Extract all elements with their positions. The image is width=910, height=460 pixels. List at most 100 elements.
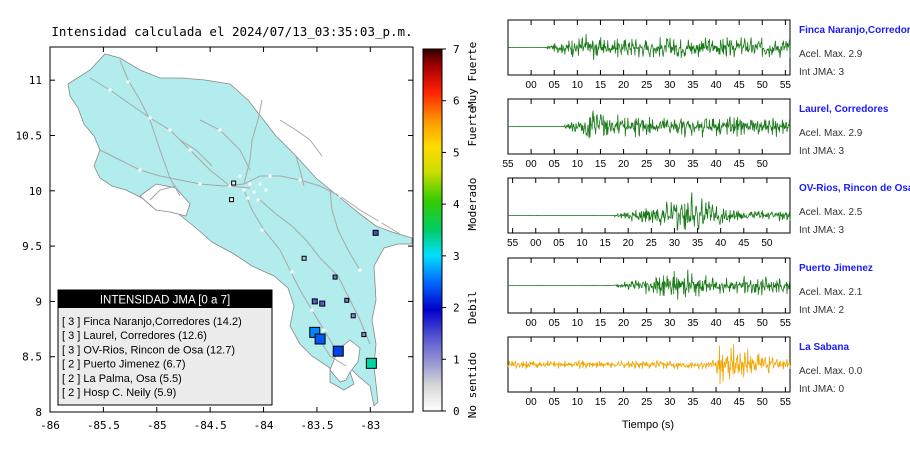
colorbar-tick-label: 7	[453, 43, 460, 56]
seismogram-tick-label: 40	[710, 318, 722, 329]
seismogram-tick-label: 05	[549, 80, 561, 91]
map-longitude-axis: -86 -85.5 -85 -84.5 -84 -83.5 -83	[40, 47, 380, 432]
town-marker	[198, 182, 202, 186]
station-jma-intensity: Int JMA: 3	[799, 146, 844, 157]
station-marker	[361, 332, 367, 338]
costa-rica-landmass	[67, 53, 413, 407]
road-line	[279, 119, 323, 157]
station-peak-acceleration: Acel. Max. 2.5	[799, 207, 863, 218]
seismogram-tick-label: 50	[757, 159, 769, 170]
map-ytick-label: 10	[29, 185, 42, 198]
colorbar-ticks: 0 1 2 3 4 5 6 7	[442, 43, 460, 418]
station-marker	[311, 298, 318, 305]
station-peak-acceleration: Acel. Max. 2.1	[799, 287, 863, 298]
legend-entry: [ 3 ] OV-Rios, Rincon de Osa (12.7)	[62, 344, 235, 356]
town-marker	[218, 128, 222, 132]
station-marker	[314, 333, 326, 345]
town-markers	[108, 80, 382, 332]
map-xtick-label: -83	[360, 419, 380, 432]
map-xtick-label: -85	[147, 419, 167, 432]
figure-title: Intensidad calculada el 2024/07/13_03:35…	[51, 24, 412, 39]
seismogram-tick-label: 20	[618, 80, 630, 91]
town-marker	[188, 148, 192, 152]
legend-entry: [ 3 ] Finca Naranjo,Corredores (14.2)	[62, 316, 242, 328]
seismogram-tick-label: 30	[664, 397, 676, 408]
town-marker	[252, 190, 256, 194]
seismogram-tick-label: 20	[618, 159, 630, 170]
seismogram-tick-label: 35	[687, 80, 699, 91]
seismogram-tick-label: 45	[738, 238, 750, 249]
town-marker	[108, 88, 112, 92]
station-jma-intensity: Int JMA: 3	[799, 67, 844, 78]
seismogram-tick-label: 25	[641, 159, 653, 170]
seismogram-tick-label: 40	[710, 80, 722, 91]
seismogram-tick-label: 05	[549, 159, 561, 170]
seismogram-frame	[507, 177, 791, 234]
station-marker	[372, 229, 379, 236]
map-xtick-label: -85.5	[87, 419, 120, 432]
map-ytick-label: 8	[35, 406, 42, 419]
seismogram-tick-label: 45	[734, 318, 746, 329]
legend-entry: [ 2 ] Hosp C. Neily (5.9)	[62, 387, 176, 399]
map-xtick-label: -83.5	[300, 419, 333, 432]
station-jma-intensity: Int JMA: 3	[799, 225, 844, 236]
road-line	[243, 175, 401, 235]
seismogram-tick-label: 15	[595, 397, 607, 408]
seismogram-tick-label: 05	[549, 318, 561, 329]
town-marker	[268, 174, 272, 178]
colorbar-level-label: Muy Fuerte	[466, 42, 479, 108]
town-marker	[290, 270, 294, 274]
seismogram-tick-label: 40	[710, 159, 722, 170]
station-intensity-markers	[229, 180, 379, 369]
map-ytick-label: 9.5	[22, 240, 42, 253]
seismogram-panel: 00 05 10 15 20 25 30 35 40 45 50 55 Puerto Jimenez Ac…	[507, 257, 873, 329]
seismogram-tick-label: 50	[757, 80, 769, 91]
seismogram-tick-label: 35	[687, 159, 699, 170]
seismogram-panels: 00 05 10 15 20 25 30 35 40 45 50 55 Finca Naranjo,Co…	[502, 19, 910, 408]
town-marker	[228, 184, 232, 188]
seismogram-tick-label: 45	[734, 397, 746, 408]
seismogram-tick-label: 55	[780, 80, 792, 91]
map-latitude-axis: 8 8.5 9 9.5 10 10.5 11	[16, 74, 413, 419]
seismogram-tick-label: 20	[618, 318, 630, 329]
colorbar-level-label: Fuerte	[466, 107, 479, 147]
map-xtick-label: -84	[254, 419, 274, 432]
seismogram-trace	[507, 110, 791, 139]
seismogram-tick-label: 15	[595, 159, 607, 170]
seismogram-panel: 55 00 05 10 15 20 25 30 35 40 45 50 OV-Rios, Rincon …	[507, 177, 910, 249]
seismogram-tick-label: 05	[549, 397, 561, 408]
seismogram-tick-label: 50	[757, 397, 769, 408]
time-axis-label: Tiempo (s)	[622, 419, 674, 431]
seismogram-trace	[507, 343, 791, 385]
seismogram-tick-label: 25	[641, 397, 653, 408]
seismogram-tick-label: 40	[710, 397, 722, 408]
map-ytick-label: 9	[35, 295, 42, 308]
colorbar-tick-label: 3	[453, 250, 460, 263]
map-ytick-label: 11	[29, 74, 42, 87]
town-marker	[246, 196, 250, 200]
seismogram-tick-label: 55	[507, 238, 519, 249]
town-marker	[256, 198, 260, 202]
seismogram-tick-label: 45	[734, 80, 746, 91]
seismogram-tick-label: 35	[692, 238, 704, 249]
seismogram-panel: 00 05 10 15 20 25 30 35 40 45 50 55 Finca Naranjo,Co…	[507, 19, 910, 91]
seismogram-tick-label: 00	[526, 80, 538, 91]
seismogram-tick-label: 25	[646, 238, 658, 249]
station-peak-acceleration: Acel. Max. 2.9	[799, 128, 863, 139]
town-marker	[248, 182, 252, 186]
colorbar-tick-label: 4	[453, 198, 460, 211]
legend-entry-list: [ 3 ] Finca Naranjo,Corredores (14.2) [ 3…	[62, 316, 242, 399]
colorbar-level-label: Debil	[466, 291, 479, 324]
colorbar-level-label: No sentido	[466, 352, 479, 418]
seismogram-trace	[507, 269, 791, 300]
town-marker	[338, 194, 342, 198]
seismogram-tick-label: 05	[553, 238, 565, 249]
town-marker	[260, 228, 264, 232]
town-marker	[238, 174, 242, 178]
station-marker	[319, 300, 326, 307]
station-marker	[344, 297, 350, 303]
seismogram-tick-label: 10	[572, 318, 584, 329]
town-marker	[298, 178, 302, 182]
seismogram-tick-label: 50	[757, 318, 769, 329]
